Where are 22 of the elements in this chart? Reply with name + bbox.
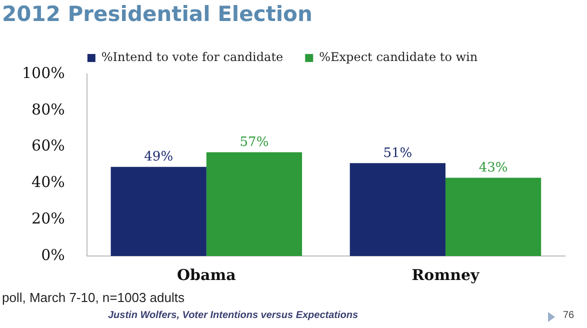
text: Justin Wolfers, Voter Intentions versus Expectations [108, 310, 358, 321]
data-label: 49% [144, 150, 174, 165]
text: poll, March 7-10, n=1003 adults [2, 290, 184, 305]
y-tick-label: 100% [22, 64, 65, 82]
x-tick-label: Romney [412, 266, 481, 284]
chart-title: 2012 Presidential Election [2, 2, 312, 26]
y-tick-label: 20% [32, 209, 65, 228]
data-label: 57% [240, 135, 269, 150]
text: 76 [563, 310, 574, 321]
legend-label: %Expect candidate to win [319, 50, 478, 64]
legend-label: %Intend to vote for candidate [101, 50, 284, 64]
x-tick-label: Obama [176, 266, 236, 284]
y-tick-label: 40% [32, 173, 65, 192]
bar [206, 152, 302, 256]
bar [445, 178, 542, 256]
bar [350, 163, 446, 256]
y-tick-label: 80% [32, 100, 65, 118]
y-tick-label: 60% [32, 136, 65, 155]
y-tick-label: 0% [41, 246, 65, 264]
bar [110, 166, 206, 256]
data-label: 43% [478, 160, 508, 176]
data-label: 51% [383, 146, 412, 162]
